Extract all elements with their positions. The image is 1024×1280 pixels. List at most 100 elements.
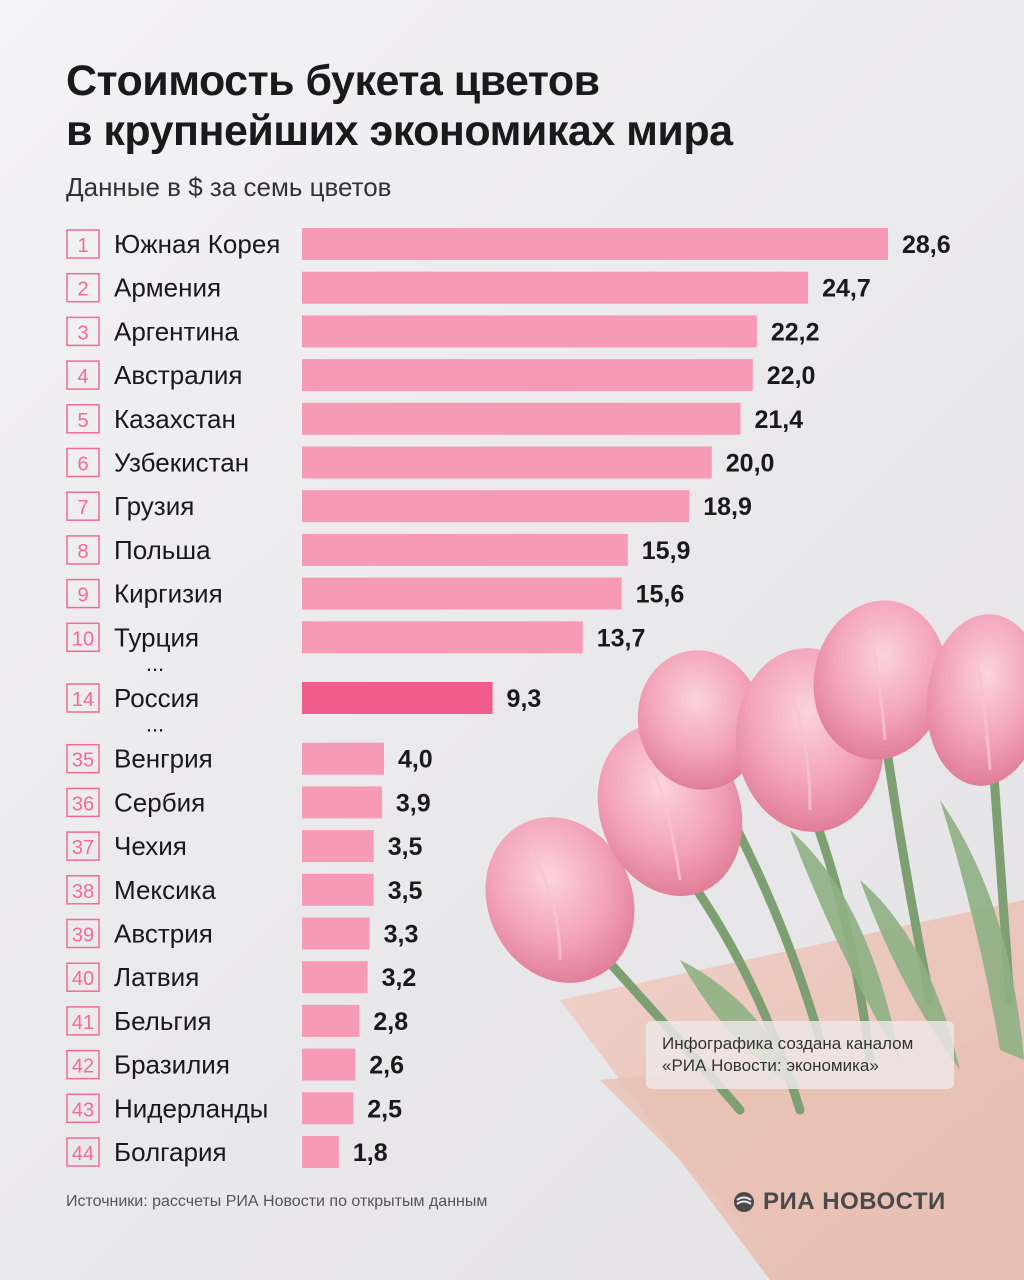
country-label: Чехия <box>114 831 187 861</box>
country-label: Бразилия <box>114 1050 230 1080</box>
rank-label: 6 <box>77 454 88 476</box>
bar <box>302 533 628 566</box>
credit-note: Инфографика создана каналом «РИА Новости… <box>646 1021 954 1089</box>
gap-marker: ... <box>146 651 164 676</box>
rank-label: 8 <box>77 541 88 563</box>
value-label: 3,3 <box>384 921 419 949</box>
rank-label: 9 <box>77 585 88 607</box>
bar <box>302 873 374 906</box>
rank-box <box>66 404 100 434</box>
value-label: 28,6 <box>902 231 951 259</box>
bar <box>302 742 384 775</box>
country-label: Латвия <box>114 962 199 992</box>
value-label: 15,9 <box>642 537 691 565</box>
rank-label: 37 <box>72 837 94 859</box>
rank-label: 38 <box>72 881 94 903</box>
country-label: Россия <box>114 683 199 713</box>
value-label: 2,5 <box>367 1095 402 1123</box>
rank-label: 44 <box>72 1143 94 1165</box>
gap-marker: ... <box>146 712 164 737</box>
rank-box <box>66 1006 100 1036</box>
country-label: Польша <box>114 535 211 565</box>
bar <box>302 961 368 994</box>
rank-box <box>66 787 100 818</box>
rank-box <box>66 875 100 905</box>
value-label: 13,7 <box>597 624 646 652</box>
rank-label: 4 <box>77 366 88 388</box>
rank-box <box>66 962 100 992</box>
value-label: 18,9 <box>703 493 752 521</box>
country-label: Венгрия <box>114 744 213 774</box>
value-label: 2,6 <box>369 1052 404 1080</box>
bar <box>302 917 370 950</box>
rank-box <box>66 1093 100 1124</box>
country-label: Южная Корея <box>114 229 280 259</box>
chart-title-line-2: в крупнейших экономиках мира <box>66 107 733 155</box>
country-label: Нидерланды <box>114 1093 268 1123</box>
rank-label: 5 <box>77 410 88 432</box>
bar <box>302 402 741 435</box>
rank-label: 43 <box>72 1099 94 1121</box>
value-label: 3,2 <box>382 964 417 992</box>
chart-title-line-1: Стоимость букета цветов <box>66 57 600 105</box>
bar <box>302 786 382 819</box>
country-label: Киргизия <box>114 579 223 609</box>
country-label: Австралия <box>114 360 242 390</box>
rank-label: 2 <box>77 279 88 301</box>
value-label: 21,4 <box>754 406 803 434</box>
source-note: Источники: рассчеты РИА Новости по откры… <box>66 1193 488 1210</box>
value-label: 22,2 <box>771 318 820 346</box>
value-label: 2,8 <box>373 1008 408 1036</box>
rank-box <box>66 578 100 609</box>
rank-box <box>66 683 100 713</box>
value-label: 22,0 <box>767 362 816 390</box>
rank-box <box>66 1137 100 1167</box>
rank-label: 41 <box>72 1012 94 1034</box>
rank-box <box>66 229 100 259</box>
bar <box>302 621 583 654</box>
rank-box <box>66 1049 100 1080</box>
credit-note-line-2: «РИА Новости: экономика» <box>662 1056 879 1075</box>
logo-globe-icon <box>734 1192 754 1212</box>
country-label: Болгария <box>114 1137 227 1167</box>
credit-note-line-1: Инфографика создана каналом <box>662 1034 914 1053</box>
country-label: Армения <box>114 273 221 303</box>
value-label: 4,0 <box>398 746 433 774</box>
chart-title: Стоимость букета цветов в крупнейших эко… <box>66 56 733 156</box>
value-label: 1,8 <box>353 1139 388 1167</box>
rank-label: 35 <box>72 750 94 772</box>
chart-subtitle: Данные в $ за семь цветов <box>66 172 392 202</box>
rank-label: 3 <box>77 322 88 344</box>
bar <box>302 577 622 610</box>
country-label: Бельгия <box>114 1006 211 1036</box>
country-label: Австрия <box>114 919 213 949</box>
bar <box>302 490 690 523</box>
rank-box <box>66 272 100 303</box>
rank-label: 36 <box>72 793 94 815</box>
rank-label: 14 <box>72 689 94 711</box>
rank-box <box>66 316 100 347</box>
rank-label: 10 <box>72 628 94 650</box>
country-label: Аргентина <box>114 316 239 346</box>
country-label: Казахстан <box>114 404 236 434</box>
ria-novosti-logo: РИА НОВОСТИ <box>733 1187 946 1217</box>
rank-box <box>66 360 100 390</box>
rank-box <box>66 743 100 774</box>
rank-box <box>66 491 100 521</box>
value-label: 3,5 <box>388 877 423 905</box>
rank-box <box>66 918 100 949</box>
value-label: 15,6 <box>636 581 685 609</box>
bar <box>302 315 757 348</box>
bar <box>302 1092 354 1125</box>
rank-box <box>66 622 100 653</box>
country-label: Сербия <box>114 787 205 817</box>
country-label: Турция <box>114 622 199 652</box>
value-label: 3,5 <box>388 833 423 861</box>
rank-label: 42 <box>72 1056 94 1078</box>
bar <box>302 271 809 304</box>
bar <box>302 1004 360 1037</box>
bar <box>302 446 712 479</box>
country-label: Грузия <box>114 491 194 521</box>
bar <box>302 682 493 714</box>
